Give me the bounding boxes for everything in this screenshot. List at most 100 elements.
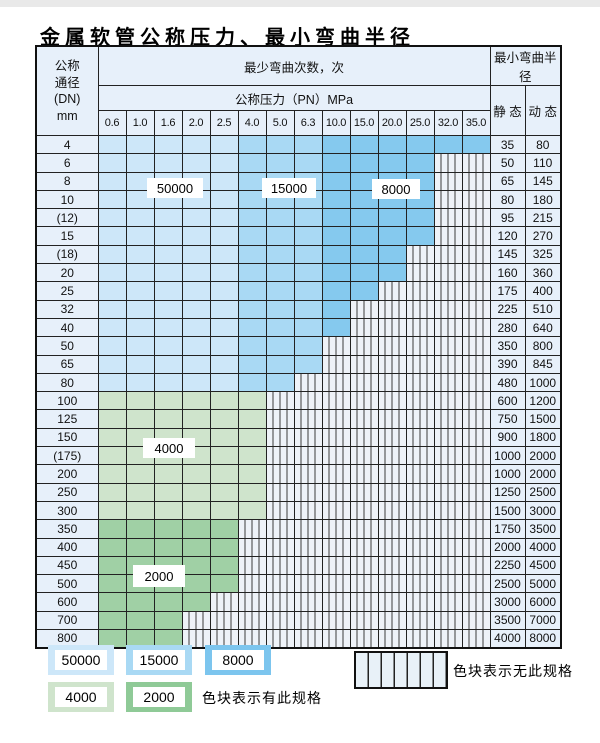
no-spec-cell	[461, 519, 491, 539]
header-row-1: 公称 通径 (DN) mm 最少弯曲次数，次 最小弯曲半径	[35, 45, 562, 136]
no-spec-cell	[349, 354, 379, 374]
spec-cell	[125, 208, 155, 228]
no-spec-cell	[265, 391, 295, 411]
spec-cell	[237, 153, 267, 173]
no-spec-cell	[433, 592, 463, 612]
no-spec-cell	[377, 464, 407, 484]
spec-cell	[209, 446, 239, 466]
no-spec-cell	[433, 500, 463, 521]
spec-cell	[97, 592, 127, 612]
spec-cell	[209, 244, 239, 265]
spec-cell	[209, 409, 239, 429]
spec-cell	[181, 482, 211, 502]
no-spec-cell	[377, 629, 407, 649]
no-spec-cell	[321, 464, 351, 484]
no-spec-cell	[377, 372, 407, 393]
no-spec-cell	[321, 372, 351, 393]
spec-cell	[181, 409, 211, 429]
spec-cell	[125, 610, 155, 631]
spec-cell	[153, 226, 183, 246]
dynamic-radius-cell: 6000	[524, 592, 562, 612]
spec-cell	[321, 317, 351, 338]
spec-cell	[97, 263, 127, 283]
legend-cycle-value: 8000	[212, 650, 264, 670]
no-spec-cell	[321, 336, 351, 356]
table-row: 6 50 110	[35, 153, 562, 173]
static-radius-cell: 145	[489, 244, 526, 265]
dn-cell: 125	[35, 409, 99, 429]
table-row: 125 750 1500	[35, 409, 562, 429]
no-spec-cell	[461, 464, 491, 484]
no-spec-cell	[377, 500, 407, 521]
pressure-tick: 6.3	[293, 110, 323, 136]
spec-cell	[293, 354, 323, 374]
dynamic-radius-cell: 1000	[524, 372, 562, 393]
legend-cycle-swatch: 8000	[205, 645, 271, 675]
no-spec-cell	[321, 409, 351, 429]
spec-cell	[265, 134, 295, 155]
no-spec-cell	[349, 391, 379, 411]
no-spec-cell	[293, 537, 323, 557]
static-radius-cell: 350	[489, 336, 526, 356]
cycle-count-label: 2000	[133, 565, 185, 587]
no-spec-cell	[349, 409, 379, 429]
spec-cell	[181, 500, 211, 521]
spec-cell	[265, 208, 295, 228]
legend-cycle-value: 2000	[133, 687, 185, 707]
no-spec-cell	[377, 482, 407, 502]
spec-cell	[97, 610, 127, 631]
no-spec-cell	[433, 299, 463, 319]
spec-cell	[181, 208, 211, 228]
no-spec-cell	[209, 610, 239, 631]
spec-cell	[181, 354, 211, 374]
no-spec-cell	[461, 555, 491, 576]
no-spec-cell	[405, 281, 435, 301]
spec-cell	[97, 537, 127, 557]
no-spec-cell	[293, 372, 323, 393]
spec-cell	[125, 317, 155, 338]
spec-cell	[97, 226, 127, 246]
no-spec-cell	[349, 500, 379, 521]
spec-cell	[377, 244, 407, 265]
no-spec-cell	[405, 372, 435, 393]
no-spec-cell	[265, 409, 295, 429]
spec-cell	[97, 372, 127, 393]
no-spec-cell	[433, 482, 463, 502]
spec-cell	[293, 244, 323, 265]
table-row: 20 160 360	[35, 263, 562, 283]
spec-cell	[181, 555, 211, 576]
static-radius-cell: 1250	[489, 482, 526, 502]
no-spec-cell	[377, 336, 407, 356]
spec-cell	[181, 372, 211, 393]
no-spec-cell	[377, 317, 407, 338]
dynamic-radius-cell: 400	[524, 281, 562, 301]
spec-cell	[237, 263, 267, 283]
static-radius-cell: 95	[489, 208, 526, 228]
no-spec-cell	[405, 244, 435, 265]
spec-cell	[237, 317, 267, 338]
no-spec-cell	[349, 372, 379, 393]
spec-cell	[97, 134, 127, 155]
no-spec-cell	[461, 427, 491, 448]
static-radius-cell: 480	[489, 372, 526, 393]
table-row: 40 280 640	[35, 317, 562, 338]
dynamic-radius-cell: 215	[524, 208, 562, 228]
static-radius-cell: 65	[489, 171, 526, 191]
no-spec-cell	[405, 354, 435, 374]
table-row: 700 3500 7000	[35, 610, 562, 631]
dynamic-radius-cell: 3500	[524, 519, 562, 539]
cycle-count-label: 8000	[372, 179, 420, 199]
spec-table-wrap: 公称 通径 (DN) mm 最少弯曲次数，次 最小弯曲半径 公称压力（PN）MPa 静 态动 …	[35, 45, 562, 649]
pressure-tick: 0.6	[97, 110, 127, 136]
spec-cell	[293, 317, 323, 338]
spec-cell	[349, 208, 379, 228]
no-spec-cell	[293, 500, 323, 521]
table-row: 50 350 800	[35, 336, 562, 356]
spec-cell	[181, 537, 211, 557]
spec-cell	[181, 592, 211, 612]
no-spec-cell	[405, 592, 435, 612]
spec-cell	[125, 244, 155, 265]
no-spec-cell	[433, 446, 463, 466]
no-spec-cell	[293, 629, 323, 649]
spec-cell	[209, 299, 239, 319]
